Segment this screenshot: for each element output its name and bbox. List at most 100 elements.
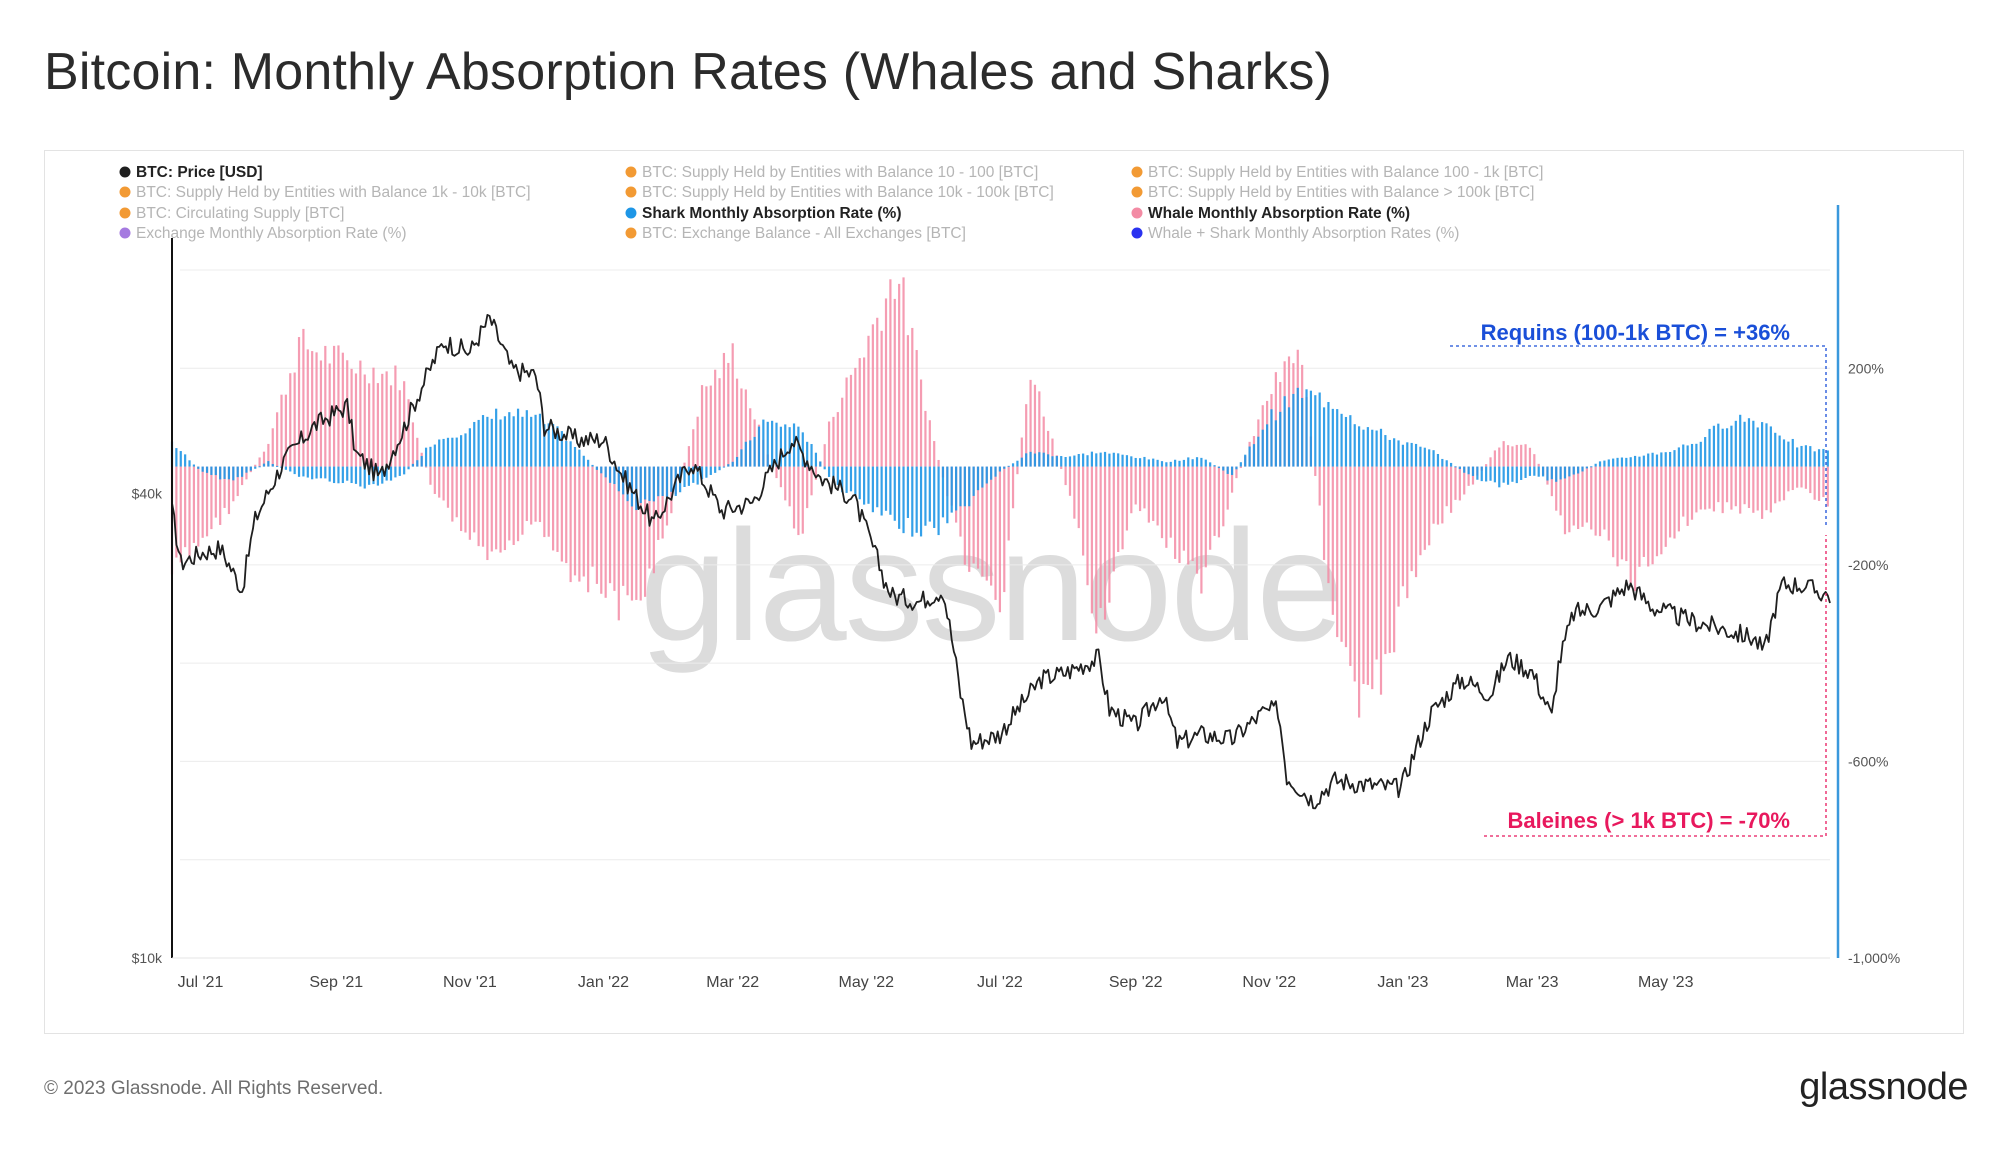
whale-bar	[906, 335, 910, 467]
whale-bar	[1073, 466, 1076, 519]
legend-marker	[1131, 207, 1143, 219]
shark-bar	[240, 466, 244, 477]
whale-bar	[324, 345, 327, 467]
whale-bar	[1200, 466, 1203, 594]
whale-bar	[705, 386, 708, 467]
whale-bar	[687, 446, 690, 467]
shark-bar	[1296, 387, 1299, 467]
whale-bar	[1174, 466, 1177, 559]
whale-bar	[1712, 466, 1716, 512]
whale-bar	[1082, 466, 1085, 556]
shark-bar	[1274, 420, 1277, 467]
x-axis-tick-label: Jul '21	[178, 974, 224, 991]
whale-bar	[1235, 466, 1238, 479]
shark-bar	[757, 426, 761, 467]
whale-bar	[814, 466, 818, 480]
shark-bar	[924, 466, 927, 526]
whale-bar	[236, 466, 239, 497]
shark-bar	[766, 421, 769, 467]
shark-bar	[648, 466, 651, 501]
whale-bar	[1739, 466, 1742, 514]
right-axis-tick-label: -1,000%	[1848, 950, 1900, 966]
whale-bar	[560, 466, 563, 562]
whale-bar	[1064, 466, 1067, 486]
whale-bar	[1349, 466, 1352, 666]
whale-bar	[863, 357, 866, 467]
shark-bar	[1603, 460, 1606, 467]
shark-bar	[398, 466, 401, 476]
shark-bar	[876, 466, 879, 508]
shark-bar	[276, 465, 279, 467]
whale-bar	[915, 350, 918, 467]
whale-bar	[1314, 466, 1317, 476]
whale-bar	[806, 466, 809, 509]
whale-bar	[416, 437, 419, 467]
whale-bar	[1603, 466, 1606, 530]
shark-bar	[1712, 425, 1716, 467]
shark-bar	[1673, 450, 1676, 467]
whale-bar	[1371, 466, 1374, 690]
whale-bar	[284, 394, 287, 467]
whale-bar	[692, 429, 695, 467]
whale-bar	[1191, 466, 1194, 562]
shark-bar	[1322, 407, 1326, 467]
shark-bar	[994, 466, 997, 477]
shark-bar	[184, 454, 187, 467]
legend-marker	[119, 166, 131, 178]
whale-bar	[1160, 466, 1164, 539]
shark-bar	[762, 419, 765, 467]
shark-bar	[192, 464, 196, 467]
shark-bar	[464, 433, 467, 467]
whale-bar	[495, 466, 498, 550]
shark-bar	[1195, 457, 1199, 467]
shark-bar	[1721, 428, 1724, 467]
shark-bar	[232, 466, 235, 481]
whale-bar	[1655, 466, 1659, 557]
shark-bar	[1660, 452, 1663, 467]
legend-label: BTC: Supply Held by Entities with Balanc…	[642, 184, 1054, 201]
shark-bar	[1428, 449, 1431, 467]
shark-bar	[722, 466, 726, 468]
whale-bar	[407, 399, 410, 467]
shark-bar	[832, 466, 835, 482]
whale-bar	[1787, 466, 1790, 492]
shark-bar	[201, 466, 204, 472]
legend-marker	[119, 227, 131, 239]
right-axis-tick-label: -600%	[1848, 753, 1888, 769]
whale-bar	[547, 466, 550, 537]
shark-bar	[569, 441, 572, 467]
whale-bar	[1033, 384, 1037, 467]
whale-bar	[516, 466, 520, 542]
shark-bar	[1279, 411, 1282, 467]
shark-bar	[749, 440, 752, 467]
whale-bar	[801, 466, 804, 534]
shark-bar	[1134, 457, 1137, 467]
shark-bar	[403, 466, 406, 475]
shark-bar	[1423, 447, 1426, 467]
whale-bar	[398, 390, 401, 467]
whale-bar	[911, 327, 914, 467]
shark-bar	[1756, 427, 1759, 467]
shark-bar	[880, 466, 883, 516]
shark-bar	[1590, 466, 1593, 468]
whale-bar	[262, 451, 266, 467]
shark-bar	[933, 466, 936, 528]
shark-bar	[661, 466, 664, 496]
legend-item: Shark Monthly Absorption Rate (%)	[625, 205, 902, 222]
whale-bar	[775, 466, 778, 479]
whale-bar	[1393, 466, 1396, 653]
price-layer	[171, 313, 1831, 810]
legend-item: BTC: Price [USD]	[119, 164, 263, 181]
x-axis-tick-label: Jan '22	[578, 974, 629, 991]
whale-bar	[1550, 466, 1553, 497]
shark-bar	[727, 464, 730, 467]
shark-bar	[332, 466, 336, 484]
shark-bar	[700, 466, 704, 480]
whale-bar	[985, 466, 988, 581]
whale-bar	[1454, 466, 1457, 500]
shark-bar	[1336, 409, 1339, 467]
shark-bar	[1235, 466, 1238, 470]
shark-bar	[1292, 393, 1295, 467]
whale-bar	[490, 466, 493, 552]
